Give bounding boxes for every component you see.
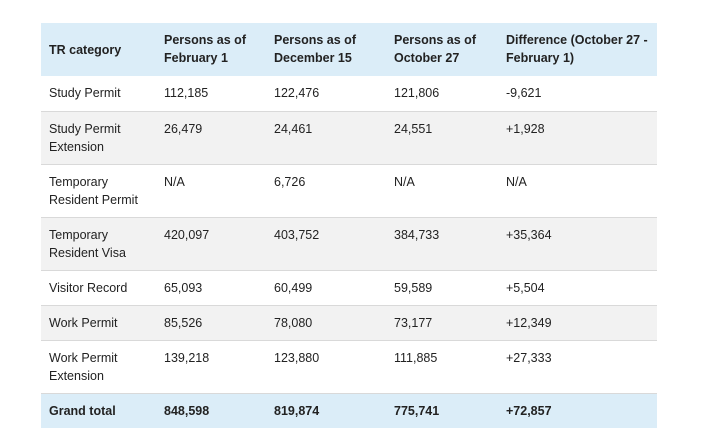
value-cell: 59,589 <box>386 270 498 306</box>
difference-cell: +5,504 <box>498 270 657 306</box>
table-row: Study Permit Extension 26,479 24,461 24,… <box>41 111 657 165</box>
table-row: Temporary Resident Visa 420,097 403,752 … <box>41 217 657 271</box>
category-cell: Work Permit <box>41 305 156 341</box>
grand-total-difference: +72,857 <box>498 393 657 428</box>
value-cell: 24,461 <box>266 111 386 165</box>
value-cell: 384,733 <box>386 217 498 271</box>
value-cell: 85,526 <box>156 305 266 341</box>
column-header-tr-category: TR category <box>41 23 156 76</box>
difference-cell: +27,333 <box>498 340 657 394</box>
table-row: Study Permit 112,185 122,476 121,806 -9,… <box>41 76 657 112</box>
value-cell: 420,097 <box>156 217 266 271</box>
value-cell: 122,476 <box>266 76 386 112</box>
value-cell: N/A <box>156 164 266 218</box>
difference-cell: +12,349 <box>498 305 657 341</box>
tr-category-table: TR category Persons as of February 1 Per… <box>41 23 657 428</box>
table-row: Work Permit 85,526 78,080 73,177 +12,349 <box>41 305 657 341</box>
value-cell: 112,185 <box>156 76 266 112</box>
value-cell: 121,806 <box>386 76 498 112</box>
value-cell: 60,499 <box>266 270 386 306</box>
value-cell: 403,752 <box>266 217 386 271</box>
value-cell: 26,479 <box>156 111 266 165</box>
column-header-february-1: Persons as of February 1 <box>156 23 266 76</box>
difference-cell: +1,928 <box>498 111 657 165</box>
value-cell: 78,080 <box>266 305 386 341</box>
value-cell: 6,726 <box>266 164 386 218</box>
grand-total-value: 819,874 <box>266 393 386 428</box>
grand-total-row: Grand total 848,598 819,874 775,741 +72,… <box>41 393 657 428</box>
value-cell: 73,177 <box>386 305 498 341</box>
value-cell: 123,880 <box>266 340 386 394</box>
grand-total-label: Grand total <box>41 393 156 428</box>
table-row: Work Permit Extension 139,218 123,880 11… <box>41 340 657 394</box>
value-cell: 65,093 <box>156 270 266 306</box>
difference-cell: N/A <box>498 164 657 218</box>
table-row: Visitor Record 65,093 60,499 59,589 +5,5… <box>41 270 657 306</box>
value-cell: 139,218 <box>156 340 266 394</box>
grand-total-value: 848,598 <box>156 393 266 428</box>
column-header-december-15: Persons as of December 15 <box>266 23 386 76</box>
category-cell: Study Permit Extension <box>41 111 156 165</box>
difference-cell: -9,621 <box>498 76 657 112</box>
category-cell: Work Permit Extension <box>41 340 156 394</box>
difference-cell: +35,364 <box>498 217 657 271</box>
category-cell: Temporary Resident Permit <box>41 164 156 218</box>
column-header-difference: Difference (October 27 - February 1) <box>498 23 657 76</box>
table-header-row: TR category Persons as of February 1 Per… <box>41 23 657 76</box>
category-cell: Visitor Record <box>41 270 156 306</box>
table-row: Temporary Resident Permit N/A 6,726 N/A … <box>41 164 657 218</box>
value-cell: N/A <box>386 164 498 218</box>
grand-total-value: 775,741 <box>386 393 498 428</box>
value-cell: 24,551 <box>386 111 498 165</box>
category-cell: Temporary Resident Visa <box>41 217 156 271</box>
column-header-october-27: Persons as of October 27 <box>386 23 498 76</box>
category-cell: Study Permit <box>41 76 156 112</box>
value-cell: 111,885 <box>386 340 498 394</box>
